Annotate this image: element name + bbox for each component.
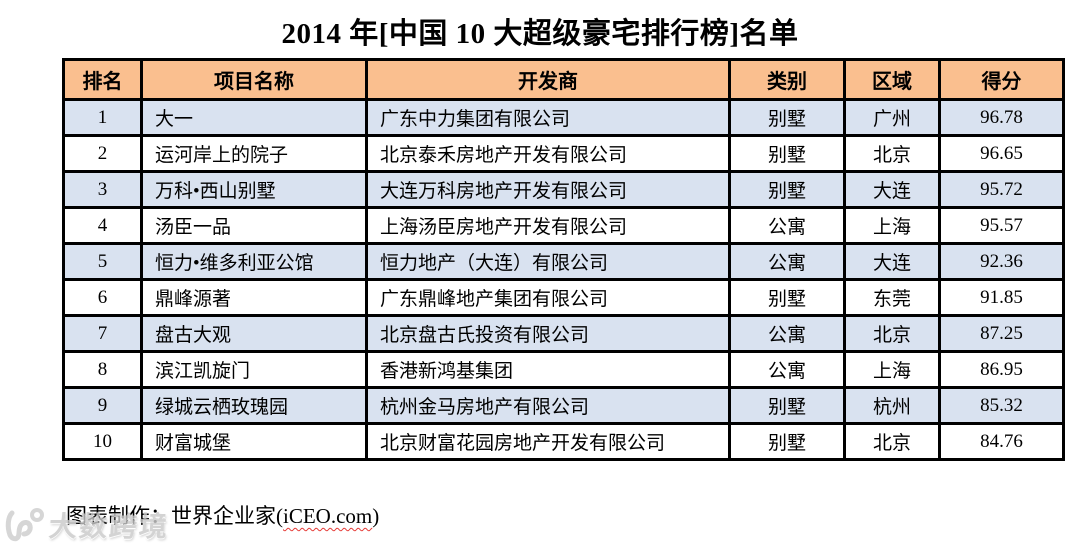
- cell-score: 95.57: [938, 206, 1065, 245]
- cell-score: 86.95: [938, 350, 1065, 389]
- table-row: 1 大一 广东中力集团有限公司 别墅 广州 96.78: [62, 98, 1065, 137]
- cell-project: 鼎峰源著: [140, 278, 368, 317]
- cell-category: 别墅: [728, 386, 846, 425]
- cell-score: 92.36: [938, 242, 1065, 281]
- cell-developer: 上海汤臣房地产开发有限公司: [365, 206, 731, 245]
- table-row: 10 财富城堡 北京财富花园房地产开发有限公司 别墅 北京 84.76: [62, 422, 1065, 461]
- cell-developer: 杭州金马房地产有限公司: [365, 386, 731, 425]
- table-row: 4 汤臣一品 上海汤臣房地产开发有限公司 公寓 上海 95.57: [62, 206, 1065, 245]
- cell-rank: 7: [62, 314, 143, 353]
- cell-category: 别墅: [728, 134, 846, 173]
- cell-region: 上海: [843, 206, 941, 245]
- cell-project: 财富城堡: [140, 422, 368, 461]
- cell-region: 北京: [843, 314, 941, 353]
- credit-suffix: ): [372, 504, 380, 528]
- cell-score: 95.72: [938, 170, 1065, 209]
- cell-region: 北京: [843, 134, 941, 173]
- cell-rank: 10: [62, 422, 143, 461]
- watermark-logo-icon: [4, 507, 46, 543]
- ranking-table: 排名 项目名称 开发商 类别 区域 得分 1 大一 广东中力集团有限公司 别墅 广州 96.78 2 运…: [62, 58, 1065, 461]
- cell-rank: 5: [62, 242, 143, 281]
- cell-category: 公寓: [728, 314, 846, 353]
- cell-score: 85.32: [938, 386, 1065, 425]
- cell-region: 东莞: [843, 278, 941, 317]
- cell-region: 大连: [843, 170, 941, 209]
- cell-project: 滨江凯旋门: [140, 350, 368, 389]
- table-header: 排名 项目名称 开发商 类别 区域 得分: [62, 58, 1065, 101]
- credit-prefix: 图表制作：世界企业家(: [66, 504, 283, 528]
- cell-developer: 大连万科房地产开发有限公司: [365, 170, 731, 209]
- header-row: 排名 项目名称 开发商 类别 区域 得分: [62, 58, 1065, 101]
- table-row: 7 盘古大观 北京盘古氏投资有限公司 公寓 北京 87.25: [62, 314, 1065, 353]
- credit-line: 图表制作：世界企业家(iCEO.com): [66, 500, 379, 530]
- col-header-project: 项目名称: [140, 58, 368, 101]
- cell-score: 96.65: [938, 134, 1065, 173]
- cell-project: 盘古大观: [140, 314, 368, 353]
- cell-category: 别墅: [728, 422, 846, 461]
- cell-developer: 香港新鸿基集团: [365, 350, 731, 389]
- cell-category: 别墅: [728, 278, 846, 317]
- cell-rank: 6: [62, 278, 143, 317]
- col-header-region: 区域: [843, 58, 941, 101]
- col-header-rank: 排名: [62, 58, 143, 101]
- cell-category: 别墅: [728, 98, 846, 137]
- table-row: 9 绿城云栖玫瑰园 杭州金马房地产有限公司 别墅 杭州 85.32: [62, 386, 1065, 425]
- page-title: 2014 年[中国 10 大超级豪宅排行榜]名单: [281, 18, 799, 50]
- table-row: 3 万科•西山别墅 大连万科房地产开发有限公司 别墅 大连 95.72: [62, 170, 1065, 209]
- cell-rank: 9: [62, 386, 143, 425]
- cell-project: 绿城云栖玫瑰园: [140, 386, 368, 425]
- table-row: 2 运河岸上的院子 北京泰禾房地产开发有限公司 别墅 北京 96.65: [62, 134, 1065, 173]
- cell-rank: 8: [62, 350, 143, 389]
- cell-score: 84.76: [938, 422, 1065, 461]
- cell-project: 万科•西山别墅: [140, 170, 368, 209]
- cell-project: 汤臣一品: [140, 206, 368, 245]
- cell-developer: 广东中力集团有限公司: [365, 98, 731, 137]
- table-row: 5 恒力•维多利亚公馆 恒力地产（大连）有限公司 公寓 大连 92.36: [62, 242, 1065, 281]
- cell-developer: 广东鼎峰地产集团有限公司: [365, 278, 731, 317]
- table-row: 6 鼎峰源著 广东鼎峰地产集团有限公司 别墅 东莞 91.85: [62, 278, 1065, 317]
- cell-region: 广州: [843, 98, 941, 137]
- cell-developer: 北京盘古氏投资有限公司: [365, 314, 731, 353]
- cell-category: 公寓: [728, 206, 846, 245]
- cell-rank: 3: [62, 170, 143, 209]
- cell-region: 北京: [843, 422, 941, 461]
- cell-score: 96.78: [938, 98, 1065, 137]
- table-body: 1 大一 广东中力集团有限公司 别墅 广州 96.78 2 运河岸上的院子 北京泰禾房地产开发有…: [62, 98, 1065, 461]
- cell-rank: 4: [62, 206, 143, 245]
- col-header-developer: 开发商: [365, 58, 731, 101]
- cell-region: 杭州: [843, 386, 941, 425]
- col-header-score: 得分: [938, 58, 1065, 101]
- col-header-category: 类别: [728, 58, 846, 101]
- cell-region: 大连: [843, 242, 941, 281]
- cell-category: 公寓: [728, 242, 846, 281]
- cell-developer: 北京泰禾房地产开发有限公司: [365, 134, 731, 173]
- cell-developer: 北京财富花园房地产开发有限公司: [365, 422, 731, 461]
- cell-region: 上海: [843, 350, 941, 389]
- cell-developer: 恒力地产（大连）有限公司: [365, 242, 731, 281]
- cell-project: 运河岸上的院子: [140, 134, 368, 173]
- cell-category: 别墅: [728, 170, 846, 209]
- table-row: 8 滨江凯旋门 香港新鸿基集团 公寓 上海 86.95: [62, 350, 1065, 389]
- cell-project: 恒力•维多利亚公馆: [140, 242, 368, 281]
- cell-project: 大一: [140, 98, 368, 137]
- credit-site-text: iCEO.com: [283, 504, 373, 528]
- cell-score: 91.85: [938, 278, 1065, 317]
- cell-rank: 1: [62, 98, 143, 137]
- cell-rank: 2: [62, 134, 143, 173]
- cell-category: 公寓: [728, 350, 846, 389]
- cell-score: 87.25: [938, 314, 1065, 353]
